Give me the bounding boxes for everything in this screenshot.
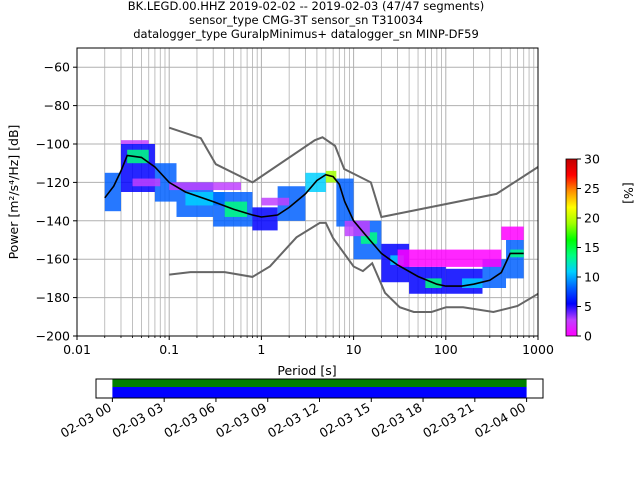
title-line-1: BK.LEGD.00.HHZ 2019-02-02 -- 2019-02-03 … — [128, 0, 484, 13]
time-tick-label: 02-03 00 — [58, 400, 114, 441]
density-block — [344, 220, 370, 237]
title-line-3: datalogger_type GuralpMinimus+ datalogge… — [133, 27, 479, 41]
density-block — [501, 226, 524, 240]
density-block — [104, 172, 121, 212]
x-tick-label: 10 — [346, 342, 362, 357]
y-tick-label: −200 — [36, 329, 70, 344]
time-tick-label: 02-04 00 — [472, 400, 528, 441]
time-tick-label: 02-03 06 — [161, 400, 217, 441]
coverage-strip — [112, 379, 527, 387]
colorbar: 0 5 10 15 20 25 30 [%] — [565, 152, 636, 344]
x-tick-label: 1000 — [522, 342, 554, 357]
colorbar-tick-label: 0 — [584, 329, 592, 344]
time-tick-label: 02-03 12 — [265, 400, 321, 441]
time-tick-label: 02-03 15 — [317, 400, 373, 441]
y-tick-label: −160 — [36, 252, 70, 267]
colorbar-ticks: 0 5 10 15 20 25 30 — [577, 152, 600, 344]
chart-title: BK.LEGD.00.HHZ 2019-02-02 -- 2019-02-03 … — [128, 0, 484, 41]
y-tick-label: −180 — [36, 290, 70, 305]
density-block — [261, 197, 290, 206]
noise-model-low — [169, 221, 539, 314]
y-axis-ticks: −60 −80 −100 −120 −140 −160 −180 −200 — [36, 60, 77, 344]
time-tick-label: 02-03 21 — [420, 400, 476, 441]
y-tick-label: −120 — [36, 175, 70, 190]
colorbar-tick-label: 5 — [584, 299, 592, 314]
x-tick-label: 1 — [257, 342, 265, 357]
density-block — [169, 182, 241, 191]
x-axis-ticks: 0.01 0.1 1 10 100 1000 — [63, 336, 554, 357]
colorbar-label: [%] — [621, 182, 636, 204]
mode-line — [104, 154, 524, 287]
time-tick-label: 02-03 03 — [109, 400, 165, 441]
title-line-2: sensor_type CMG-3T sensor_sn T310034 — [189, 13, 423, 27]
noise-model-high — [168, 126, 539, 219]
colorbar-tick-label: 15 — [584, 240, 600, 255]
colorbar-tick-label: 10 — [584, 270, 600, 285]
mode-curve — [104, 154, 524, 287]
noise-models — [168, 126, 539, 314]
plot-frame — [76, 47, 539, 337]
density-block — [252, 207, 278, 231]
y-tick-label: −80 — [44, 98, 70, 113]
x-tick-label: 0.01 — [63, 342, 91, 357]
density-block — [397, 249, 502, 267]
colorbar-tick-label: 20 — [584, 211, 600, 226]
x-tick-label: 100 — [434, 342, 458, 357]
y-tick-label: −100 — [36, 137, 70, 152]
x-axis-label: Period [s] — [277, 363, 336, 378]
density-block — [132, 178, 161, 187]
data-strip — [112, 387, 527, 398]
colorbar-tick-label: 30 — [584, 152, 600, 167]
density-block — [506, 240, 524, 279]
time-tick-label: 02-03 09 — [213, 400, 269, 441]
density-block — [390, 255, 404, 265]
y-tick-label: −140 — [36, 213, 70, 228]
density-block — [462, 278, 483, 288]
y-axis-label: Power [m²/s⁴/Hz] [dB] — [6, 125, 21, 260]
colorbar-tick-label: 25 — [584, 181, 600, 196]
x-tick-label: 0.1 — [159, 342, 179, 357]
colorbar-gradient — [565, 158, 578, 337]
y-tick-label: −60 — [44, 60, 70, 75]
density-block — [120, 140, 149, 144]
time-tick-label: 02-03 18 — [368, 400, 424, 441]
